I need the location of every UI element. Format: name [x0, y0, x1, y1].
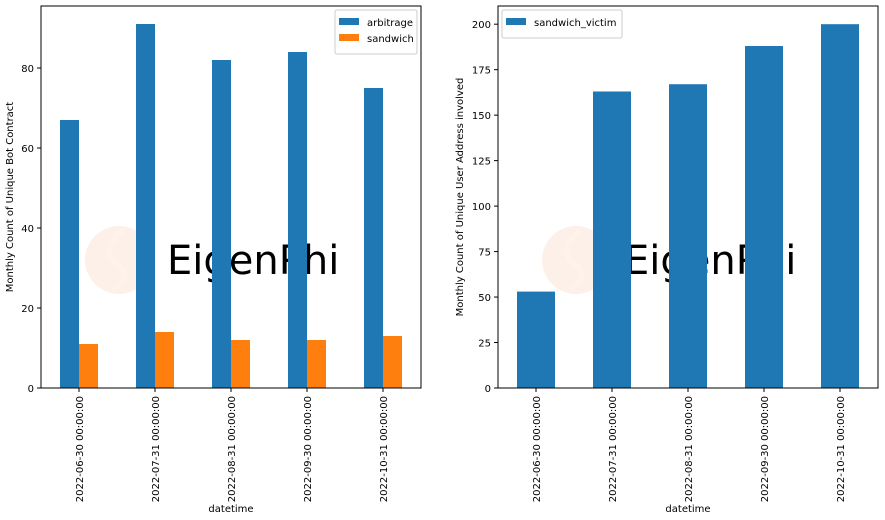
bar-sandwich: [79, 344, 98, 388]
watermark-text: EigenPhi: [167, 238, 339, 284]
bar-sandwich_victim: [745, 46, 783, 389]
y-tick-label: 50: [478, 293, 491, 304]
x-tick-label: 2022-09-30 00:00:00: [303, 396, 314, 502]
legend-swatch-sandwich: [339, 34, 359, 41]
legend-label-arbitrage: arbitrage: [367, 18, 413, 29]
y-tick-label: 175: [472, 66, 491, 77]
y-axis-label: Monthly Count of Unique Bot Contract: [5, 102, 16, 293]
y-tick-label: 125: [472, 157, 491, 168]
legend: arbitrage sandwich: [334, 9, 418, 55]
chart-bot-contracts: EigenPhi 0 20 40 60 80 2022-06-30 00:00:00 2022…: [5, 5, 422, 515]
bar-sandwich: [155, 332, 174, 388]
x-axis-label: datetime: [208, 504, 253, 515]
bar-arbitrage: [60, 120, 79, 388]
y-tick-label: 60: [21, 144, 34, 155]
x-tick-label: 2022-08-31 00:00:00: [684, 396, 695, 502]
y-tick-label: 20: [21, 304, 34, 315]
y-tick-label: 40: [21, 224, 34, 235]
bar-sandwich_victim: [593, 91, 631, 388]
x-axis-label: datetime: [665, 504, 710, 515]
x-tick-label: 2022-09-30 00:00:00: [760, 396, 771, 502]
x-tick-label: 2022-06-30 00:00:00: [75, 396, 86, 502]
x-tick-label: 2022-07-31 00:00:00: [151, 396, 162, 502]
y-axis-label: Monthly Count of Unique User Address inv…: [455, 78, 466, 317]
y-tick-label: 80: [21, 64, 34, 75]
y-tick-label: 200: [472, 20, 491, 31]
y-tick-label: 0: [485, 384, 491, 395]
y-tick-label: 75: [478, 248, 491, 259]
bar-sandwich_victim: [517, 291, 555, 388]
bar-arbitrage: [364, 88, 383, 388]
y-tick-label: 150: [472, 111, 491, 122]
legend-box: [501, 9, 623, 39]
x-tick-label: 2022-06-30 00:00:00: [532, 396, 543, 502]
bar-arbitrage: [212, 60, 231, 388]
bar-sandwich: [383, 336, 402, 388]
legend-label-sandwich_victim: sandwich_victim: [534, 18, 616, 29]
y-tick-label: 100: [472, 202, 491, 213]
legend-label-sandwich: sandwich: [367, 34, 414, 45]
chart-user-addresses: EigenPhi02550751001251501752002022-06-30…: [455, 5, 879, 515]
legend-box: [334, 9, 418, 55]
bar-sandwich_victim: [821, 24, 859, 388]
y-tick-label: 0: [28, 384, 34, 395]
watermark-logo-swirl: [106, 228, 127, 293]
legend-swatch-sandwich_victim: [506, 18, 526, 25]
y-tick-label: 25: [478, 339, 491, 350]
x-tick-label: 2022-10-31 00:00:00: [836, 396, 847, 502]
x-tick-label: 2022-10-31 00:00:00: [379, 396, 390, 502]
bar-arbitrage: [136, 24, 155, 388]
legend-swatch-arbitrage: [339, 18, 359, 25]
bar-arbitrage: [288, 52, 307, 388]
bar-sandwich_victim: [669, 84, 707, 388]
watermark-logo-swirl: [563, 228, 584, 293]
legend: sandwich_victim: [501, 9, 623, 39]
x-tick-label: 2022-07-31 00:00:00: [608, 396, 619, 502]
bar-sandwich: [231, 340, 250, 388]
bar-sandwich: [307, 340, 326, 388]
x-tick-label: 2022-08-31 00:00:00: [227, 396, 238, 502]
